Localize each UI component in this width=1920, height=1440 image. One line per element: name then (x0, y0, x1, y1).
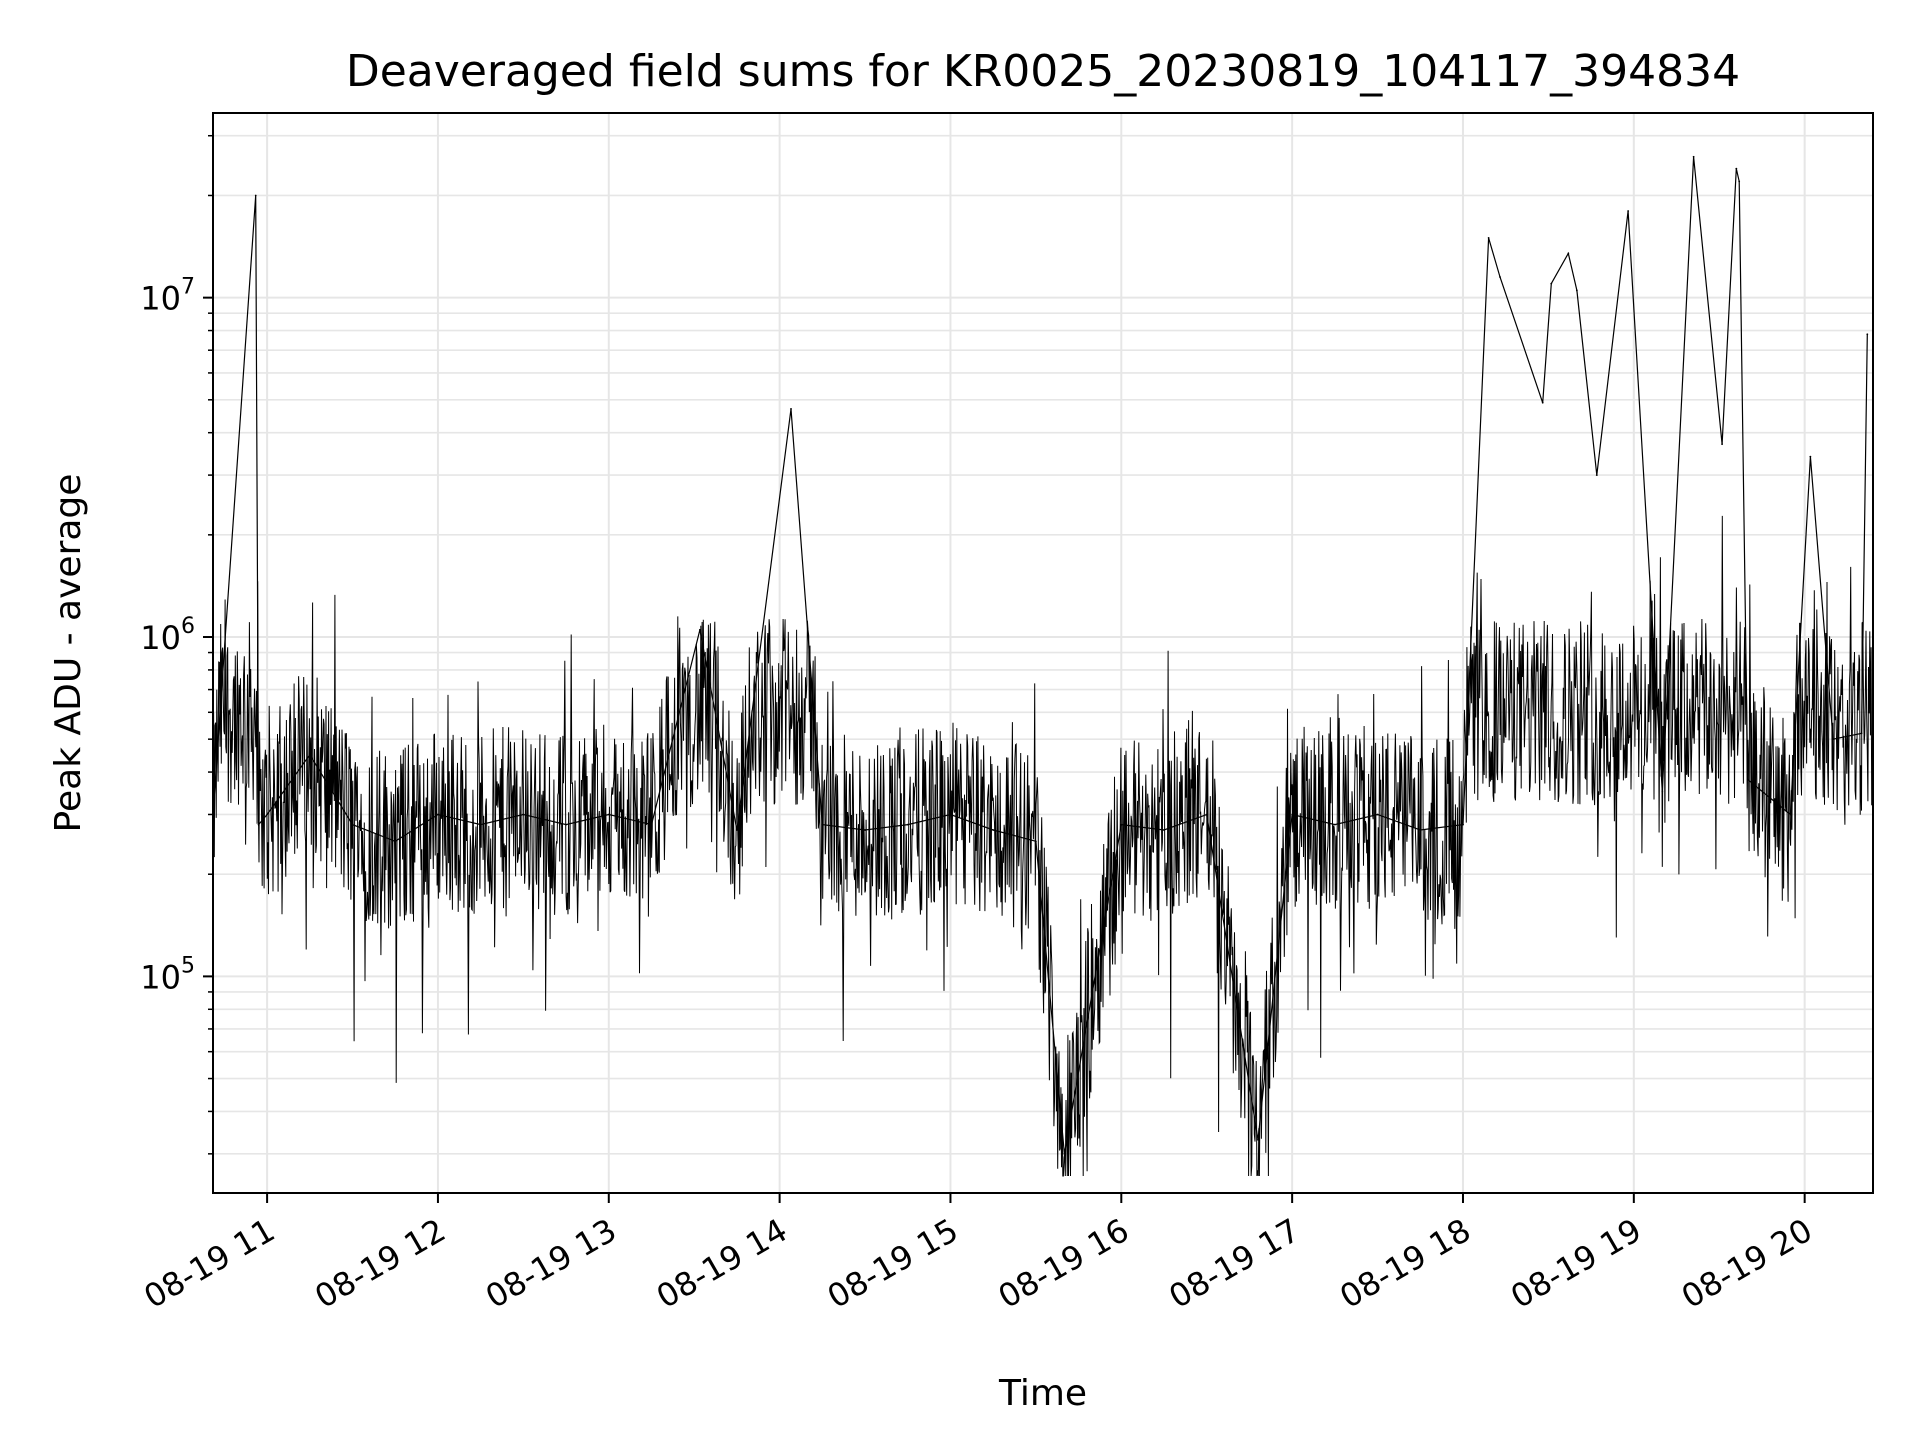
series-line-noise (212, 515, 1874, 1177)
y-tick-label-exponent: 5 (181, 953, 195, 978)
data-point (1487, 236, 1490, 239)
data-point (1746, 778, 1749, 781)
data-point (1499, 276, 1501, 278)
data-point (607, 813, 610, 816)
y-tick-label: 106 (140, 614, 195, 657)
data-point (992, 829, 995, 831)
data-point (864, 829, 866, 831)
data-point (1866, 333, 1869, 336)
data-point (266, 813, 268, 816)
data-point (1661, 790, 1664, 793)
data-point (1462, 823, 1464, 826)
data-point (1567, 252, 1570, 255)
data-point (1692, 155, 1695, 158)
data-point (1595, 474, 1598, 476)
data-point (1034, 840, 1037, 843)
data-area (212, 155, 1874, 1177)
data-point (736, 829, 738, 831)
data-point (1257, 1138, 1259, 1141)
data-point (1860, 732, 1863, 735)
data-point (1541, 401, 1544, 404)
data-point (698, 628, 701, 631)
data-point (522, 813, 525, 816)
data-point (1205, 813, 1208, 816)
data-point (1809, 455, 1812, 458)
data-point (906, 823, 909, 826)
data-point (1627, 210, 1630, 212)
data-point (1738, 180, 1741, 183)
y-axis-label: Peak ADU - average (48, 474, 89, 833)
data-point (1735, 167, 1738, 170)
data-point (1832, 738, 1835, 741)
data-point (1721, 443, 1723, 446)
y-tick-label-exponent: 6 (181, 614, 195, 639)
y-tick-label-base: 10 (140, 280, 181, 318)
data-point (479, 823, 482, 826)
data-point (1376, 813, 1379, 816)
data-point (257, 823, 260, 826)
y-tick-label-base: 10 (140, 958, 181, 996)
data-point (1575, 289, 1578, 292)
data-point (308, 753, 311, 756)
y-tick-label: 105 (140, 953, 195, 996)
data-point (1291, 813, 1294, 816)
data-point (1063, 1152, 1066, 1155)
data-point (650, 823, 653, 826)
chart-title: Deaveraged field sums for KR0025_2023081… (346, 46, 1740, 97)
y-tick-label-exponent: 7 (181, 275, 195, 300)
data-point (351, 823, 354, 826)
data-point (821, 823, 824, 826)
y-tick-label: 107 (140, 275, 195, 318)
data-point (394, 840, 397, 843)
x-axis-label: Time (998, 1373, 1087, 1414)
data-point (949, 813, 952, 816)
data-point (1550, 282, 1553, 285)
data-point (254, 194, 257, 197)
data-point (437, 813, 439, 816)
data-point (1120, 823, 1123, 826)
data-point (1419, 829, 1422, 831)
data-point (1163, 829, 1165, 831)
data-point (790, 408, 792, 410)
data-point (1333, 823, 1336, 826)
data-point (565, 823, 567, 826)
y-tick-label-base: 10 (140, 619, 181, 657)
data-point (1789, 813, 1792, 816)
